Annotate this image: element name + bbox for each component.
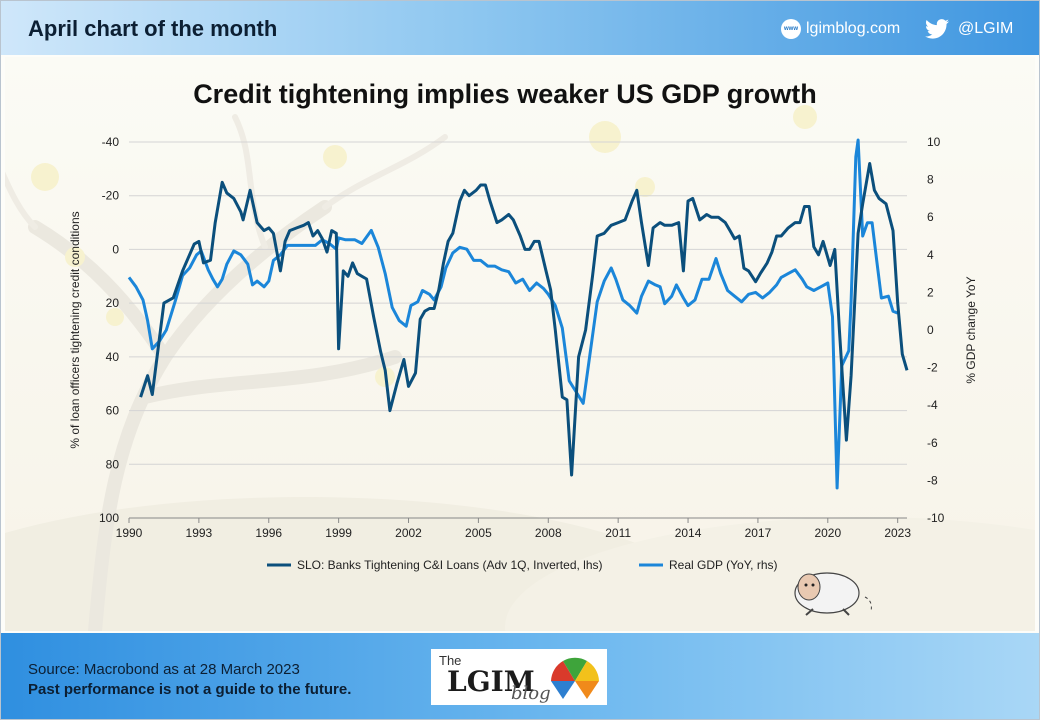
- header-bar: April chart of the month www lgimblog.co…: [1, 1, 1039, 55]
- right-tick-label: 4: [927, 248, 934, 262]
- left-tick-label: -20: [102, 189, 120, 203]
- legend-label: SLO: Banks Tightening C&I Loans (Adv 1Q,…: [297, 558, 603, 572]
- chart-area: Credit tightening implies weaker US GDP …: [5, 57, 1035, 631]
- header-title: April chart of the month: [28, 16, 278, 41]
- gdp-series-line: [127, 138, 899, 490]
- disclaimer: Past performance is not a guide to the f…: [28, 681, 352, 698]
- right-tick-label: 2: [927, 285, 934, 299]
- background-illustration: [5, 57, 1035, 631]
- x-tick-label: 2017: [745, 526, 772, 540]
- site-link[interactable]: www lgimblog.com: [781, 19, 900, 39]
- x-tick-label: 2020: [814, 526, 841, 540]
- x-tick-label: 2002: [395, 526, 422, 540]
- right-tick-label: 6: [927, 210, 934, 224]
- lgim-blog-logo[interactable]: The LGIM blog: [431, 649, 607, 705]
- right-tick-label: -2: [927, 361, 938, 375]
- chart-title: Credit tightening implies weaker US GDP …: [193, 79, 817, 109]
- x-tick-label: 1990: [116, 526, 143, 540]
- right-tick-label: 8: [927, 173, 934, 187]
- twitter-handle: @LGIM: [958, 20, 1014, 37]
- logo-the: The: [439, 653, 462, 668]
- x-tick-label: 2014: [675, 526, 702, 540]
- x-tick-label: 2011: [605, 526, 631, 540]
- x-tick-label: 1996: [255, 526, 282, 540]
- twitter-link[interactable]: @LGIM: [925, 19, 1013, 39]
- x-tick-label: 2023: [884, 526, 911, 540]
- logo-blog: blog: [511, 683, 551, 704]
- left-tick-label: 20: [106, 296, 120, 310]
- slo-series-line: [139, 162, 909, 477]
- left-tick-label: 60: [106, 404, 120, 418]
- left-tick-label: 100: [99, 511, 119, 525]
- footer-bar: Source: Macrobond as at 28 March 2023 Pa…: [1, 633, 1039, 719]
- umbrella-icon: [551, 657, 599, 699]
- right-tick-label: -6: [927, 436, 938, 450]
- right-tick-label: -8: [927, 473, 938, 487]
- right-tick-label: 0: [927, 323, 934, 337]
- right-axis-label: % GDP change YoY: [964, 276, 978, 383]
- x-tick-label: 1993: [186, 526, 213, 540]
- left-tick-label: 40: [106, 350, 120, 364]
- site-link-text: lgimblog.com: [806, 20, 901, 37]
- globe-icon: www: [781, 19, 801, 39]
- logo-main: LGIM: [447, 665, 535, 698]
- left-axis-label: % of loan officers tightening credit con…: [68, 211, 82, 448]
- x-tick-label: 2005: [465, 526, 492, 540]
- right-tick-label: 10: [927, 135, 941, 149]
- source-note: Source: Macrobond as at 28 March 2023: [28, 661, 300, 678]
- x-tick-label: 2008: [535, 526, 562, 540]
- twitter-icon: [925, 19, 949, 39]
- right-tick-label: -10: [927, 511, 945, 525]
- legend-label: Real GDP (YoY, rhs): [669, 558, 778, 572]
- x-tick-label: 1999: [325, 526, 352, 540]
- right-tick-label: -4: [927, 398, 938, 412]
- left-tick-label: -40: [102, 135, 120, 149]
- credit-gdp-chart: Credit tightening implies weaker US GDP …: [68, 79, 978, 572]
- left-tick-label: 0: [112, 242, 119, 256]
- left-tick-label: 80: [106, 457, 120, 471]
